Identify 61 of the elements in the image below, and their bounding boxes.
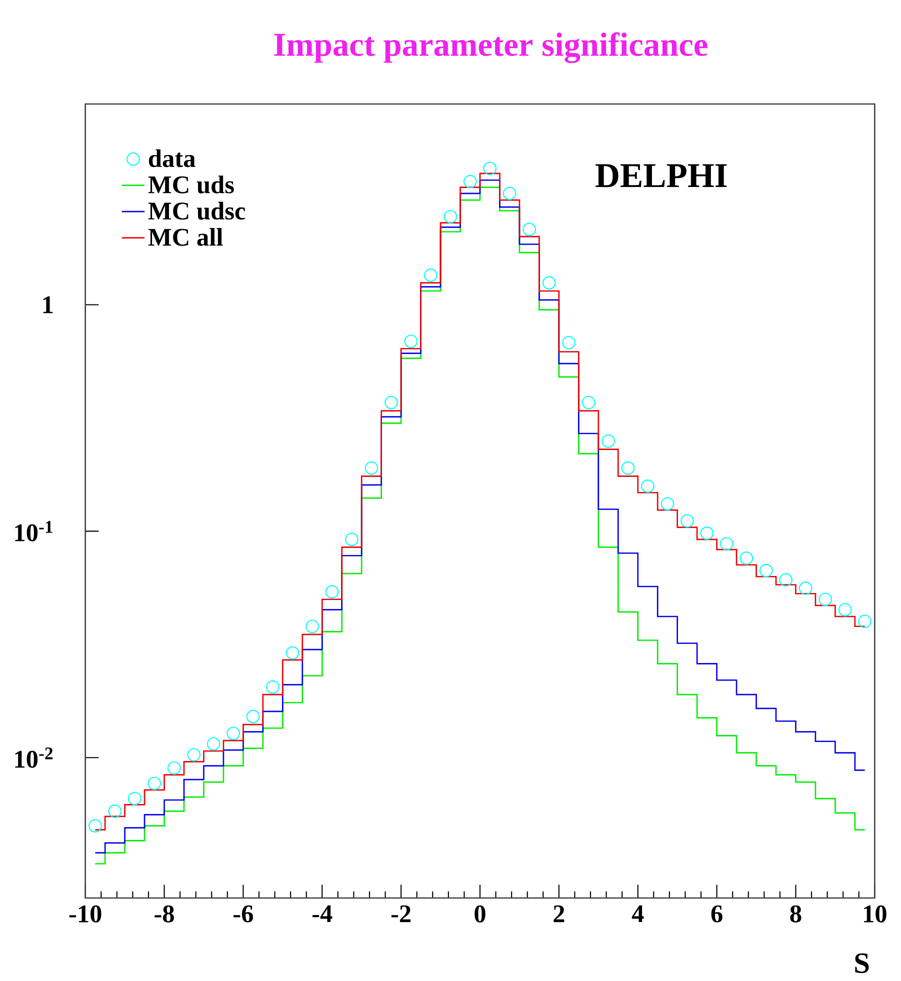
point <box>740 552 754 565</box>
point <box>148 776 162 790</box>
point <box>720 537 734 550</box>
x-tick-label: 4 <box>632 905 644 922</box>
point <box>404 334 418 348</box>
x-tick-label: 6 <box>711 905 722 922</box>
point <box>444 210 458 224</box>
point <box>167 761 181 775</box>
point <box>246 710 260 724</box>
point <box>266 680 280 694</box>
point <box>759 564 773 578</box>
x-tick-label: 2 <box>554 905 564 922</box>
legend-label: MC uds <box>148 176 234 194</box>
y-tick-label: 1 <box>43 296 53 314</box>
y-tick-label: 10$^{-1}$ <box>15 521 52 542</box>
point <box>226 726 240 740</box>
point <box>502 186 516 200</box>
x-tick-label: -6 <box>234 905 254 922</box>
point <box>187 748 201 762</box>
legend-label: MC udsc <box>148 202 246 220</box>
point <box>306 620 319 634</box>
legend-label: data <box>148 149 196 168</box>
x-tick-label: -8 <box>154 905 174 922</box>
point <box>838 603 852 616</box>
x-tick-label: 10 <box>864 905 886 922</box>
point <box>483 162 497 176</box>
point <box>582 396 596 410</box>
point <box>542 276 556 290</box>
legend-label: MC all <box>148 228 223 246</box>
x-axis-title: S <box>855 953 869 974</box>
point <box>700 526 714 540</box>
annotation: DELPHI <box>596 164 727 188</box>
point <box>364 461 378 475</box>
y-tick-label: 10$^{-2}$ <box>15 747 53 768</box>
point <box>424 268 438 282</box>
point <box>108 804 122 818</box>
point <box>206 737 220 751</box>
point <box>286 646 300 660</box>
point <box>641 480 654 493</box>
point <box>345 532 358 546</box>
point <box>602 434 615 448</box>
point <box>522 222 536 236</box>
point <box>798 582 812 595</box>
point <box>621 461 635 475</box>
point <box>680 514 694 528</box>
point <box>88 819 102 832</box>
point <box>858 614 872 628</box>
point <box>463 174 477 188</box>
x-tick-label: -4 <box>312 905 332 922</box>
x-tick-label: 8 <box>790 905 802 922</box>
point <box>818 592 832 606</box>
chart-title: Impact parameter significance <box>274 32 708 64</box>
point <box>384 396 398 410</box>
point <box>128 792 142 806</box>
x-tick-label: -10 <box>69 905 102 922</box>
point <box>660 497 674 511</box>
x-tick-label: 0 <box>474 905 486 922</box>
point <box>325 585 339 598</box>
point <box>562 336 576 350</box>
point <box>779 573 793 586</box>
x-tick-label: -2 <box>391 905 411 922</box>
